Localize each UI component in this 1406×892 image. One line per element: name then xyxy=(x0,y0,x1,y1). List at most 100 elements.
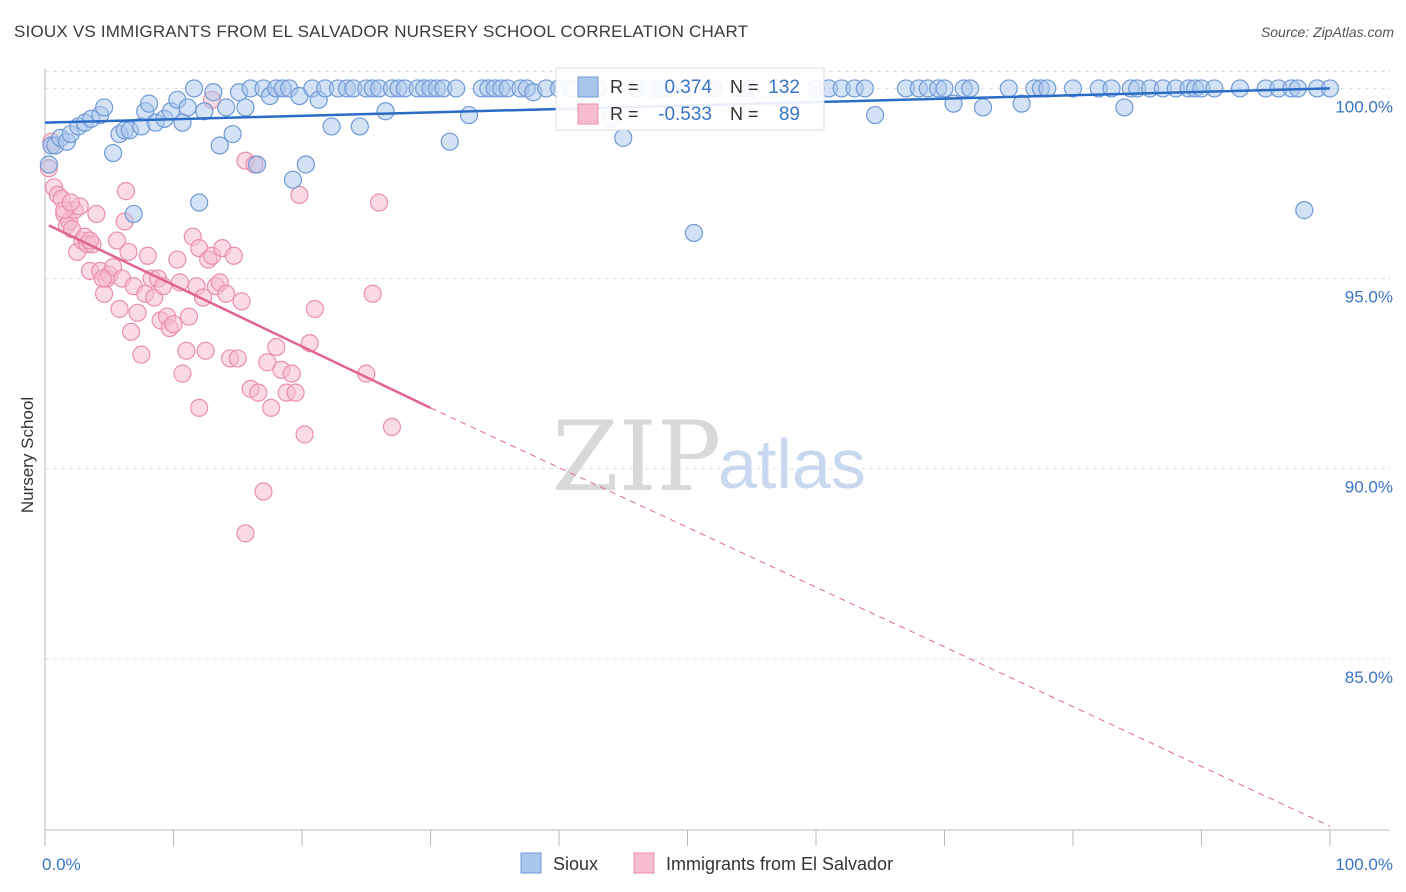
sioux-point xyxy=(210,136,229,155)
el-salvador-point xyxy=(173,364,192,383)
sioux-point xyxy=(195,102,214,121)
legend-n-label: N = xyxy=(730,77,759,97)
x-tick-label: 0.0% xyxy=(42,855,81,874)
sioux-point xyxy=(1115,98,1134,117)
legend-r-label: R = xyxy=(610,104,639,124)
el-salvador-point xyxy=(128,303,147,322)
sioux-point xyxy=(190,193,209,212)
el-salvador-point xyxy=(168,250,187,269)
el-salvador-point xyxy=(282,364,301,383)
el-salvador-point xyxy=(93,269,112,288)
sioux-point xyxy=(999,79,1018,98)
el-salvador-point xyxy=(95,284,114,303)
el-salvador-point xyxy=(224,246,243,265)
el-salvador-point xyxy=(363,284,382,303)
sioux-point xyxy=(236,98,255,117)
el-salvador-point xyxy=(132,345,151,364)
sioux-point xyxy=(935,79,954,98)
el-salvador-point xyxy=(236,524,255,543)
el-salvador-point xyxy=(232,292,251,311)
el-salvador-point xyxy=(286,383,305,402)
sioux-point xyxy=(39,155,58,174)
bottom-legend-swatch xyxy=(633,852,655,874)
el-salvador-point xyxy=(110,299,129,319)
legend-stats: R = 0.374 N = 132 R = -0.533 N = 89 xyxy=(555,67,825,131)
sioux-point xyxy=(1063,79,1083,98)
el-salvador-point xyxy=(370,193,389,212)
sioux-point xyxy=(247,155,267,174)
el-salvador-point xyxy=(228,349,247,368)
sioux-point xyxy=(95,98,114,117)
el-salvador-point xyxy=(116,182,136,201)
sioux-point xyxy=(1012,94,1031,113)
sioux-point xyxy=(684,223,704,243)
el-salvador-point xyxy=(258,353,277,372)
sioux-point xyxy=(104,143,123,163)
y-tick-label: 85.0% xyxy=(1345,668,1393,687)
sioux-point xyxy=(178,98,197,117)
el-salvador-point xyxy=(382,417,402,436)
sioux-point xyxy=(1038,79,1057,98)
el-salvador-point xyxy=(249,383,268,402)
el-salvador-point xyxy=(190,398,209,417)
sioux-point xyxy=(283,170,303,189)
legend-swatch xyxy=(577,103,599,125)
sioux-point xyxy=(184,79,204,98)
el-salvador-point xyxy=(179,307,199,326)
bottom-legend-label: Sioux xyxy=(553,854,598,874)
el-salvador-point xyxy=(290,185,309,205)
legend-n-value: 132 xyxy=(768,77,800,98)
el-salvador-point xyxy=(107,231,127,250)
sioux-point xyxy=(204,83,223,102)
y-tick-label: 90.0% xyxy=(1345,478,1393,497)
y-tick-label: 100.0% xyxy=(1335,97,1393,116)
sioux-point xyxy=(440,132,459,151)
el-salvador-point xyxy=(61,193,80,212)
legend-series: Sioux Immigrants from El Salvador xyxy=(520,852,893,874)
sioux-point xyxy=(322,117,341,136)
axes: 100.0% 95.0% 90.0% 85.0% 0.0% 100.0% xyxy=(42,68,1393,874)
el-salvador-point xyxy=(121,322,141,341)
watermark: ZIP atlas xyxy=(552,401,866,513)
el-salvador-point xyxy=(217,284,236,303)
legend-r-label: R = xyxy=(610,77,639,97)
chart-title: SIOUX VS IMMIGRANTS FROM EL SALVADOR NUR… xyxy=(14,22,749,41)
legend-box xyxy=(555,67,825,131)
sioux-point xyxy=(350,117,369,136)
sioux-point xyxy=(447,79,466,98)
el-salvador-point xyxy=(138,246,157,265)
sioux-point xyxy=(376,102,395,121)
watermark-atlas: atlas xyxy=(718,425,866,503)
el-salvador-point xyxy=(305,299,324,319)
sioux-point xyxy=(855,79,874,98)
legend-n-value: 89 xyxy=(779,104,800,125)
el-salvador-point xyxy=(267,337,286,357)
el-salvador-point xyxy=(196,341,215,360)
watermark-zip: ZIP xyxy=(552,401,721,513)
legend-r-value: -0.533 xyxy=(658,104,712,125)
sioux-point xyxy=(961,79,980,98)
legend-n-label: N = xyxy=(730,104,759,124)
y-tick-label: 95.0% xyxy=(1345,288,1393,307)
sioux-point xyxy=(217,98,236,117)
legend-swatch xyxy=(577,76,599,98)
el-salvador-point xyxy=(262,398,281,417)
sioux-point xyxy=(459,105,479,125)
sioux-point xyxy=(866,105,885,125)
legend-r-value: 0.374 xyxy=(664,77,712,98)
el-salvador-point xyxy=(119,242,138,262)
el-salvador-trend-line xyxy=(48,224,432,409)
el-salvador-point xyxy=(87,204,106,224)
el-salvador-point xyxy=(254,482,273,501)
sioux-point xyxy=(124,204,143,224)
sioux-point xyxy=(614,128,633,147)
el-salvador-trend-extension xyxy=(430,407,1331,827)
bottom-legend-swatch xyxy=(520,852,542,874)
el-salvador-point xyxy=(295,425,314,444)
sioux-point xyxy=(223,124,242,144)
el-salvador-point xyxy=(164,315,183,334)
source-label: Source: ZipAtlas.com xyxy=(1260,24,1394,40)
sioux-point xyxy=(139,94,159,113)
sioux-point xyxy=(1102,79,1121,98)
